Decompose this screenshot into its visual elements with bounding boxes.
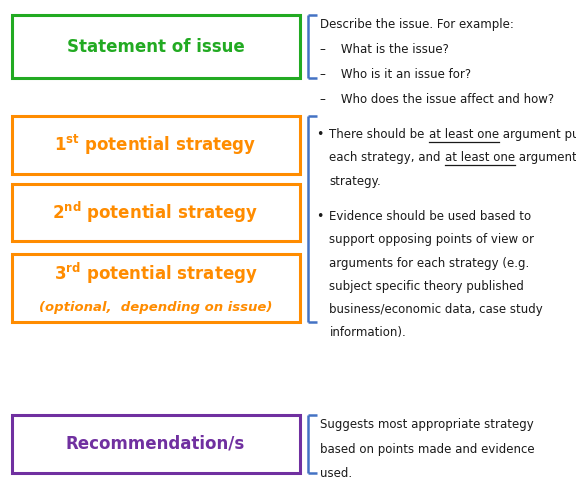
Text: each strategy, and: each strategy, and [329, 151, 445, 164]
Text: Statement of issue: Statement of issue [67, 38, 244, 55]
Text: arguments for each strategy (e.g.: arguments for each strategy (e.g. [329, 257, 530, 270]
Text: used.: used. [320, 467, 352, 480]
FancyBboxPatch shape [12, 15, 300, 78]
Text: argument put forward against each: argument put forward against each [515, 151, 576, 164]
Text: based on points made and evidence: based on points made and evidence [320, 443, 535, 456]
FancyBboxPatch shape [12, 254, 300, 322]
Text: Suggests most appropriate strategy: Suggests most appropriate strategy [320, 418, 533, 432]
FancyBboxPatch shape [12, 415, 300, 473]
Text: argument put forward in support of: argument put forward in support of [499, 128, 576, 141]
Text: –    Who does the issue affect and how?: – Who does the issue affect and how? [320, 93, 554, 106]
Text: •: • [316, 128, 323, 141]
Text: Evidence should be used based to: Evidence should be used based to [329, 210, 532, 223]
Text: –    Who is it an issue for?: – Who is it an issue for? [320, 68, 471, 81]
Text: at least one: at least one [445, 151, 515, 164]
Text: Describe the issue. For example:: Describe the issue. For example: [320, 18, 514, 31]
Text: subject specific theory published: subject specific theory published [329, 280, 524, 293]
Text: support opposing points of view or: support opposing points of view or [329, 233, 535, 246]
Text: 2$\mathbf{^{nd}}$ potential strategy: 2$\mathbf{^{nd}}$ potential strategy [52, 200, 259, 225]
FancyBboxPatch shape [12, 116, 300, 174]
Text: 1$\mathbf{^{st}}$ potential strategy: 1$\mathbf{^{st}}$ potential strategy [55, 133, 256, 156]
Text: •: • [316, 210, 323, 223]
Text: There should be: There should be [329, 128, 429, 141]
Text: (optional,  depending on issue): (optional, depending on issue) [39, 301, 272, 313]
Text: Recommendation/s: Recommendation/s [66, 435, 245, 453]
Text: information).: information). [329, 326, 406, 339]
Text: 3$\mathbf{^{rd}}$ potential strategy: 3$\mathbf{^{rd}}$ potential strategy [54, 261, 257, 287]
Text: business/economic data, case study: business/economic data, case study [329, 303, 543, 316]
Text: –    What is the issue?: – What is the issue? [320, 43, 449, 56]
Text: at least one: at least one [429, 128, 499, 141]
Text: strategy.: strategy. [329, 175, 381, 188]
FancyBboxPatch shape [12, 184, 300, 241]
